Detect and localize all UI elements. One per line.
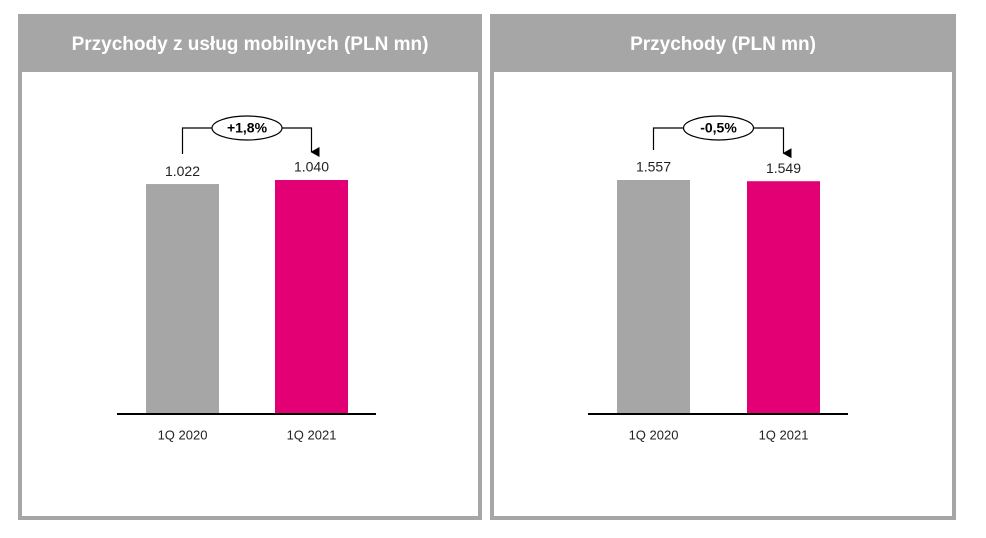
value-label: 1.557 xyxy=(636,159,671,175)
panel xyxy=(490,14,956,520)
bar xyxy=(617,180,690,414)
panel-title: Przychody z usług mobilnych (PLN mn) xyxy=(72,34,429,55)
change-bubble xyxy=(682,115,755,141)
change-bubble xyxy=(211,115,283,141)
panel-title: Przychody (PLN mn) xyxy=(630,34,816,55)
change-label: +1,8% xyxy=(227,120,268,136)
value-label: 1.549 xyxy=(766,160,801,176)
change-bracket xyxy=(652,127,784,153)
x-tick-label: 1Q 2020 xyxy=(629,427,679,442)
x-tick-label: 1Q 2021 xyxy=(759,427,809,442)
bar xyxy=(146,184,219,414)
panel-header xyxy=(18,14,482,72)
value-label: 1.022 xyxy=(165,163,200,179)
x-tick-label: 1Q 2020 xyxy=(158,427,208,442)
panel xyxy=(18,14,482,520)
panel-header xyxy=(490,14,956,72)
x-tick-label: 1Q 2021 xyxy=(287,427,337,442)
change-label: -0,5% xyxy=(700,120,737,136)
change-bracket xyxy=(181,127,312,154)
value-label: 1.040 xyxy=(294,159,329,175)
bar xyxy=(275,180,348,414)
bar xyxy=(747,181,820,414)
